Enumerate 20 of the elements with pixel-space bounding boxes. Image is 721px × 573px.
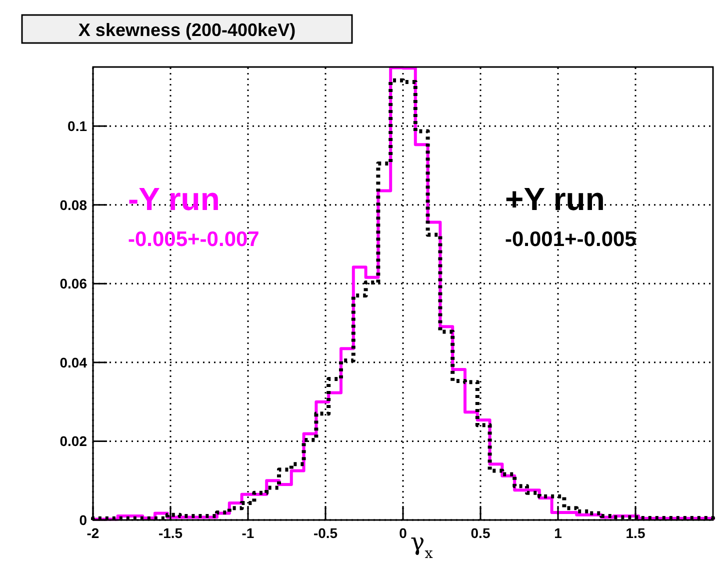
x-tick-label: -1 bbox=[242, 525, 254, 541]
x-tick-label: 1 bbox=[554, 525, 562, 541]
x-tick-label: 0 bbox=[399, 525, 408, 541]
y-tick-label: 0.08 bbox=[60, 196, 88, 213]
x-tick-label: -1.5 bbox=[158, 525, 183, 541]
y-tick-label: 0.02 bbox=[60, 433, 88, 450]
text: -Y run bbox=[128, 181, 220, 217]
text: +Y run bbox=[505, 181, 605, 217]
annotation: -0.005+-0.007 bbox=[128, 228, 260, 251]
x-tick-label: -2 bbox=[86, 525, 100, 541]
y-tick-label: 0.1 bbox=[68, 118, 88, 134]
x-tick-label: 1.5 bbox=[626, 525, 646, 541]
y-tick-label: 0.04 bbox=[60, 354, 88, 370]
y-tick-label: 0.06 bbox=[60, 276, 88, 292]
x-tick-label: -0.5 bbox=[313, 525, 338, 541]
y-tick-label: 0 bbox=[79, 512, 88, 528]
x-tick-label: 0.5 bbox=[470, 525, 490, 541]
annotation: -0.001+-0.005 bbox=[505, 228, 637, 251]
chart-title: X skewness (200-400keV) bbox=[78, 20, 296, 40]
x-axis-title: γ$_{x}$ bbox=[410, 528, 433, 562]
